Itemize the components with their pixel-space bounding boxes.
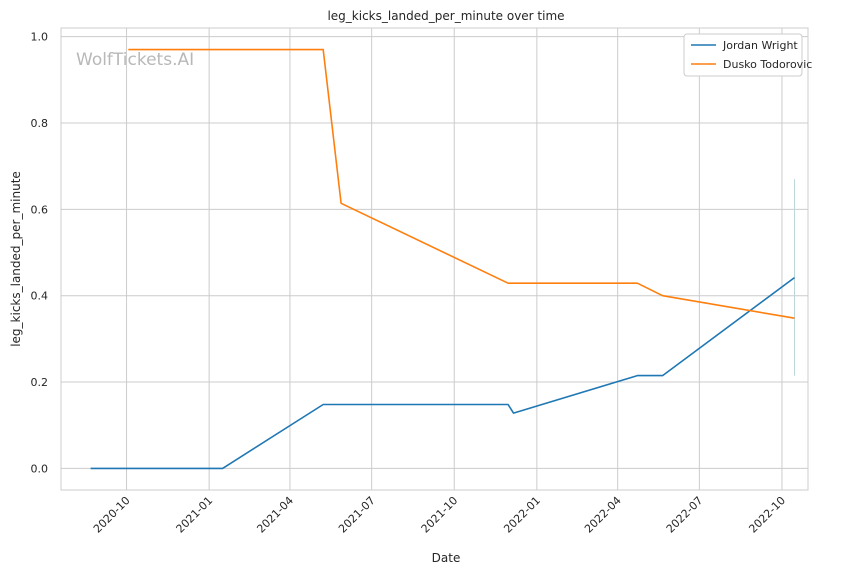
chart-title: leg_kicks_landed_per_minute over time xyxy=(327,9,564,23)
series-line-jordan-wright xyxy=(90,276,795,470)
x-tick-label: 2022-07 xyxy=(664,494,706,536)
x-axis-label: Date xyxy=(432,551,461,565)
x-tick-label: 2021-10 xyxy=(419,494,461,536)
y-axis-label: leg_kicks_landed_per_minute xyxy=(9,171,23,347)
legend: Jordan Wright Dusko Todorovic xyxy=(683,33,812,77)
plot-area-border xyxy=(60,27,809,491)
x-tick-labels: 2020-10 2021-01 2021-04 2021-07 2021-10 2022-… xyxy=(91,494,788,536)
watermark-text: WolfTickets.AI xyxy=(76,50,194,70)
y-tick-label: 0.2 xyxy=(31,376,49,389)
y-tick-label: 0.6 xyxy=(31,203,49,216)
x-tick-label: 2022-10 xyxy=(746,494,788,536)
legend-label-dusko-todorovic: Dusko Todorovic xyxy=(723,58,812,71)
x-tick-label: 2021-04 xyxy=(254,494,296,536)
grid xyxy=(61,28,808,490)
x-tick-label: 2020-10 xyxy=(91,494,133,536)
y-tick-label: 0.4 xyxy=(31,290,49,303)
x-tick-label: 2022-01 xyxy=(501,494,543,536)
x-tick-label: 2022-04 xyxy=(582,494,624,536)
x-tick-label: 2021-07 xyxy=(336,494,378,536)
x-tick-label: 2021-01 xyxy=(174,494,216,536)
series-line-dusko-todorovic xyxy=(128,48,795,319)
y-tick-label: 1.0 xyxy=(31,31,49,44)
y-tick-label: 0.8 xyxy=(31,117,49,130)
legend-label-jordan-wright: Jordan Wright xyxy=(722,39,798,52)
y-tick-label: 0.0 xyxy=(31,462,49,475)
series-lines xyxy=(90,48,795,470)
y-tick-labels: 0.0 0.2 0.4 0.6 0.8 1.0 xyxy=(31,31,49,476)
